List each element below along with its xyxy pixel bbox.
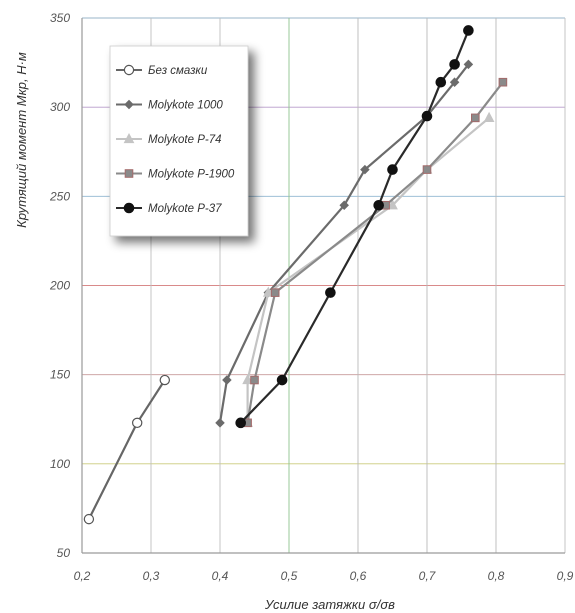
legend-marker (123, 132, 135, 144)
x-tick-label: 0,6 (350, 569, 367, 583)
legend-label: Molykote 1000 (148, 100, 223, 112)
data-point (222, 375, 232, 385)
legend-label: Molykote P-1900 (148, 169, 235, 181)
x-tick-label: 0,2 (74, 569, 91, 583)
y-tick-label: 100 (50, 457, 70, 471)
data-point (235, 417, 246, 429)
x-tick-label: 0,5 (281, 569, 298, 583)
data-point (276, 374, 288, 386)
data-point (159, 374, 170, 386)
y-tick-label: 250 (49, 189, 70, 203)
series-3 (243, 77, 508, 428)
data-point (421, 110, 433, 122)
x-tick-label: 0,7 (419, 569, 437, 583)
x-tick-label: 0,4 (212, 569, 229, 583)
y-tick-label: 200 (49, 279, 70, 293)
x-axis-title: Усилие затяжки σ/σв (264, 597, 395, 612)
y-tick-label: 350 (50, 11, 70, 25)
data-point (360, 164, 370, 175)
legend-marker (124, 99, 134, 110)
data-point (83, 513, 95, 525)
y-tick-label: 150 (50, 368, 70, 382)
series-group (83, 25, 508, 525)
data-point (262, 286, 274, 297)
x-tick-label: 0,9 (557, 569, 574, 583)
legend-label: Без смазки (148, 65, 208, 77)
data-point (498, 77, 508, 87)
data-point (483, 111, 495, 122)
data-point (339, 200, 349, 211)
data-point (387, 164, 398, 175)
data-point (387, 199, 398, 210)
data-point (270, 288, 280, 297)
legend-marker (123, 64, 135, 76)
legend: Без смазки Molykote 1000 Molykote P-74 Moly… (109, 45, 249, 237)
data-point (242, 373, 253, 385)
series-1 (215, 59, 474, 428)
x-tick-label: 0,8 (488, 569, 505, 583)
legend-label: Molykote P-74 (148, 134, 222, 146)
data-point (449, 77, 460, 87)
data-point (463, 59, 474, 70)
legend-marker (123, 202, 135, 214)
series-line (218, 63, 470, 424)
data-point (325, 287, 336, 298)
y-tick-label: 50 (57, 546, 71, 560)
y-tick-label: 300 (50, 100, 70, 114)
data-point (373, 199, 385, 211)
x-tick-label: 0,3 (143, 569, 160, 583)
axes: 50 100 150 200 250 300 350 0,2 0,3 0,4 0,5 0,6 0,7 0,… (14, 11, 574, 612)
data-point (422, 165, 432, 174)
data-point (471, 113, 480, 123)
data-point (463, 25, 474, 36)
series-0 (83, 374, 170, 525)
legend-label: Molykote P-37 (148, 203, 222, 215)
data-point (215, 418, 225, 428)
data-point (250, 375, 259, 385)
y-axis-title: Крутящий момент Мкр, Н·м (14, 52, 29, 228)
legend-marker (124, 169, 134, 178)
data-point (435, 76, 447, 88)
data-point (449, 59, 460, 70)
data-point (131, 417, 143, 429)
series-4 (235, 25, 474, 429)
